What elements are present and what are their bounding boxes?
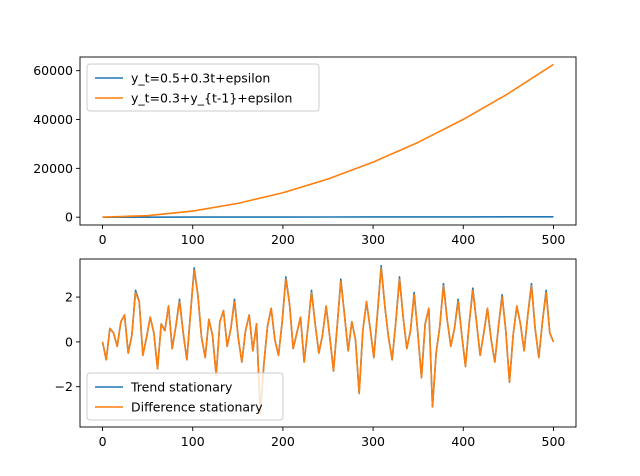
x-tick-label: 500 xyxy=(542,434,566,449)
y-tick-label: 0 xyxy=(65,334,73,349)
x-tick-label: 200 xyxy=(271,232,295,247)
legend-label-2: Difference stationary xyxy=(131,400,263,415)
legend-label-2: y_t=0.3+y_{t-1}+epsilon xyxy=(131,91,292,106)
x-tick-label: 400 xyxy=(451,434,475,449)
x-tick-label: 500 xyxy=(542,232,566,247)
series-line-2 xyxy=(102,63,554,218)
y-tick-label: −2 xyxy=(55,379,73,394)
series-line-2 xyxy=(101,267,555,415)
axes-frame xyxy=(79,56,577,226)
x-tick-label: 200 xyxy=(271,434,295,449)
top-chart: 0 100 200 300 400 500 0 20000 40000 60000 y_t=0.5+… xyxy=(33,56,577,247)
legend-label-1: y_t=0.5+0.3t+epsilon xyxy=(131,71,270,86)
y-tick-label: 2 xyxy=(65,290,73,305)
x-tick-label: 400 xyxy=(451,232,475,247)
axes-frame xyxy=(79,258,577,428)
legend-box xyxy=(86,63,320,112)
plot-area xyxy=(101,264,555,415)
plot-area xyxy=(102,63,554,218)
y-tick-label: 40000 xyxy=(33,112,73,127)
legend-box xyxy=(86,372,284,421)
x-tick-label: 300 xyxy=(361,434,385,449)
x-tick-label: 100 xyxy=(181,434,205,449)
x-tick-label: 100 xyxy=(181,232,205,247)
x-tick-label: 300 xyxy=(361,232,385,247)
legend: Trend stationary Difference stationary xyxy=(86,372,284,421)
x-tick-label: 0 xyxy=(99,434,107,449)
legend: y_t=0.5+0.3t+epsilon y_t=0.3+y_{t-1}+epsi… xyxy=(86,63,320,112)
y-tick-label: 60000 xyxy=(33,63,73,78)
bottom-chart: 0 100 200 300 400 500 −2 0 2 Trend stationary Diff… xyxy=(55,258,577,449)
y-tick-label: 20000 xyxy=(33,161,73,176)
x-tick-label: 0 xyxy=(99,232,107,247)
y-tick-label: 0 xyxy=(65,210,73,225)
legend-label-1: Trend stationary xyxy=(130,380,233,395)
